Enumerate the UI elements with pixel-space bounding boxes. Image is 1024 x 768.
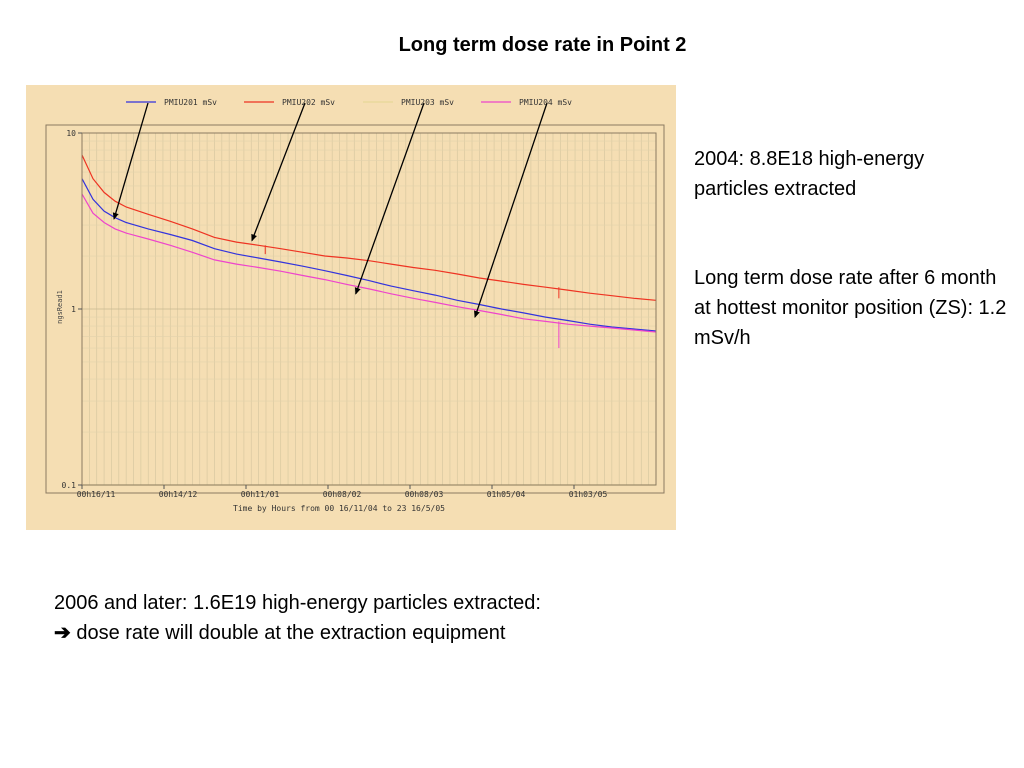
y-tick-label: 10 — [66, 129, 76, 138]
annotation-arrow-4 — [474, 102, 548, 319]
series-line-2 — [81, 154, 657, 301]
x-tick-label: 00h16/11 — [77, 490, 116, 499]
note-long-term-dose: Long term dose rate after 6 month at hot… — [694, 267, 1007, 349]
note-2006-line2: dose rate will double at the extraction … — [76, 622, 506, 644]
chart-svg: 10 1 0.1 ngsRead1 00h16/11 00h14/12 00h11/01 00… — [45, 98, 665, 513]
legend-label-1: PMIU201 mSv — [164, 98, 217, 107]
y-tick-label: 0.1 — [62, 481, 77, 490]
x-tick-label: 01h05/04 — [487, 490, 526, 499]
x-tick-label: 01h03/05 — [569, 490, 608, 499]
legend-label-2: PMIU202 mSv — [282, 98, 335, 107]
right-arrow-icon: ➔ — [54, 622, 71, 644]
dose-rate-chart: 10 1 0.1 ngsRead1 00h16/11 00h14/12 00h11/01 00… — [26, 85, 676, 530]
series-line-4 — [81, 193, 657, 333]
x-tick-label: 00h08/03 — [405, 490, 444, 499]
note-2004-extraction: 2004: 8.8E18 high-energy particles extra… — [694, 148, 925, 200]
x-axis-label: Time by Hours from 00 16/11/04 to 23 16/… — [233, 504, 445, 513]
annotation-arrow-2 — [251, 102, 306, 242]
note-2006-extraction: 2006 and later: 1.6E19 high-energy parti… — [54, 588, 754, 648]
legend-label-4: PMIU204 mSv — [519, 98, 572, 107]
x-tick-label: 00h11/01 — [241, 490, 280, 499]
x-tick-label: 00h08/02 — [323, 490, 362, 499]
slide-title: Long term dose rate in Point 2 — [398, 34, 687, 56]
note-2006-line2-wrap: ➔ dose rate will double at the extractio… — [54, 618, 754, 648]
annotation-arrow-1 — [112, 102, 149, 220]
x-tick-label: 00h14/12 — [159, 490, 198, 499]
legend-label-3: PMIU203 mSv — [401, 98, 454, 107]
y-axis-label: ngsRead1 — [56, 290, 64, 324]
y-tick-label: 1 — [71, 305, 76, 314]
legend-layer: PMIU201 mSv PMIU202 mSv PMIU203 mSv PMIU204… — [126, 98, 572, 107]
note-2006-line1: 2006 and later: 1.6E19 high-energy parti… — [54, 592, 541, 614]
annotation-arrow-3 — [354, 102, 425, 295]
grid-layer — [82, 133, 656, 485]
arrow-layer — [112, 102, 548, 319]
series-line-1 — [81, 178, 657, 332]
chart-frame — [45, 124, 665, 494]
axis-layer: 10 1 0.1 ngsRead1 00h16/11 00h14/12 00h11/01 00… — [45, 124, 665, 513]
